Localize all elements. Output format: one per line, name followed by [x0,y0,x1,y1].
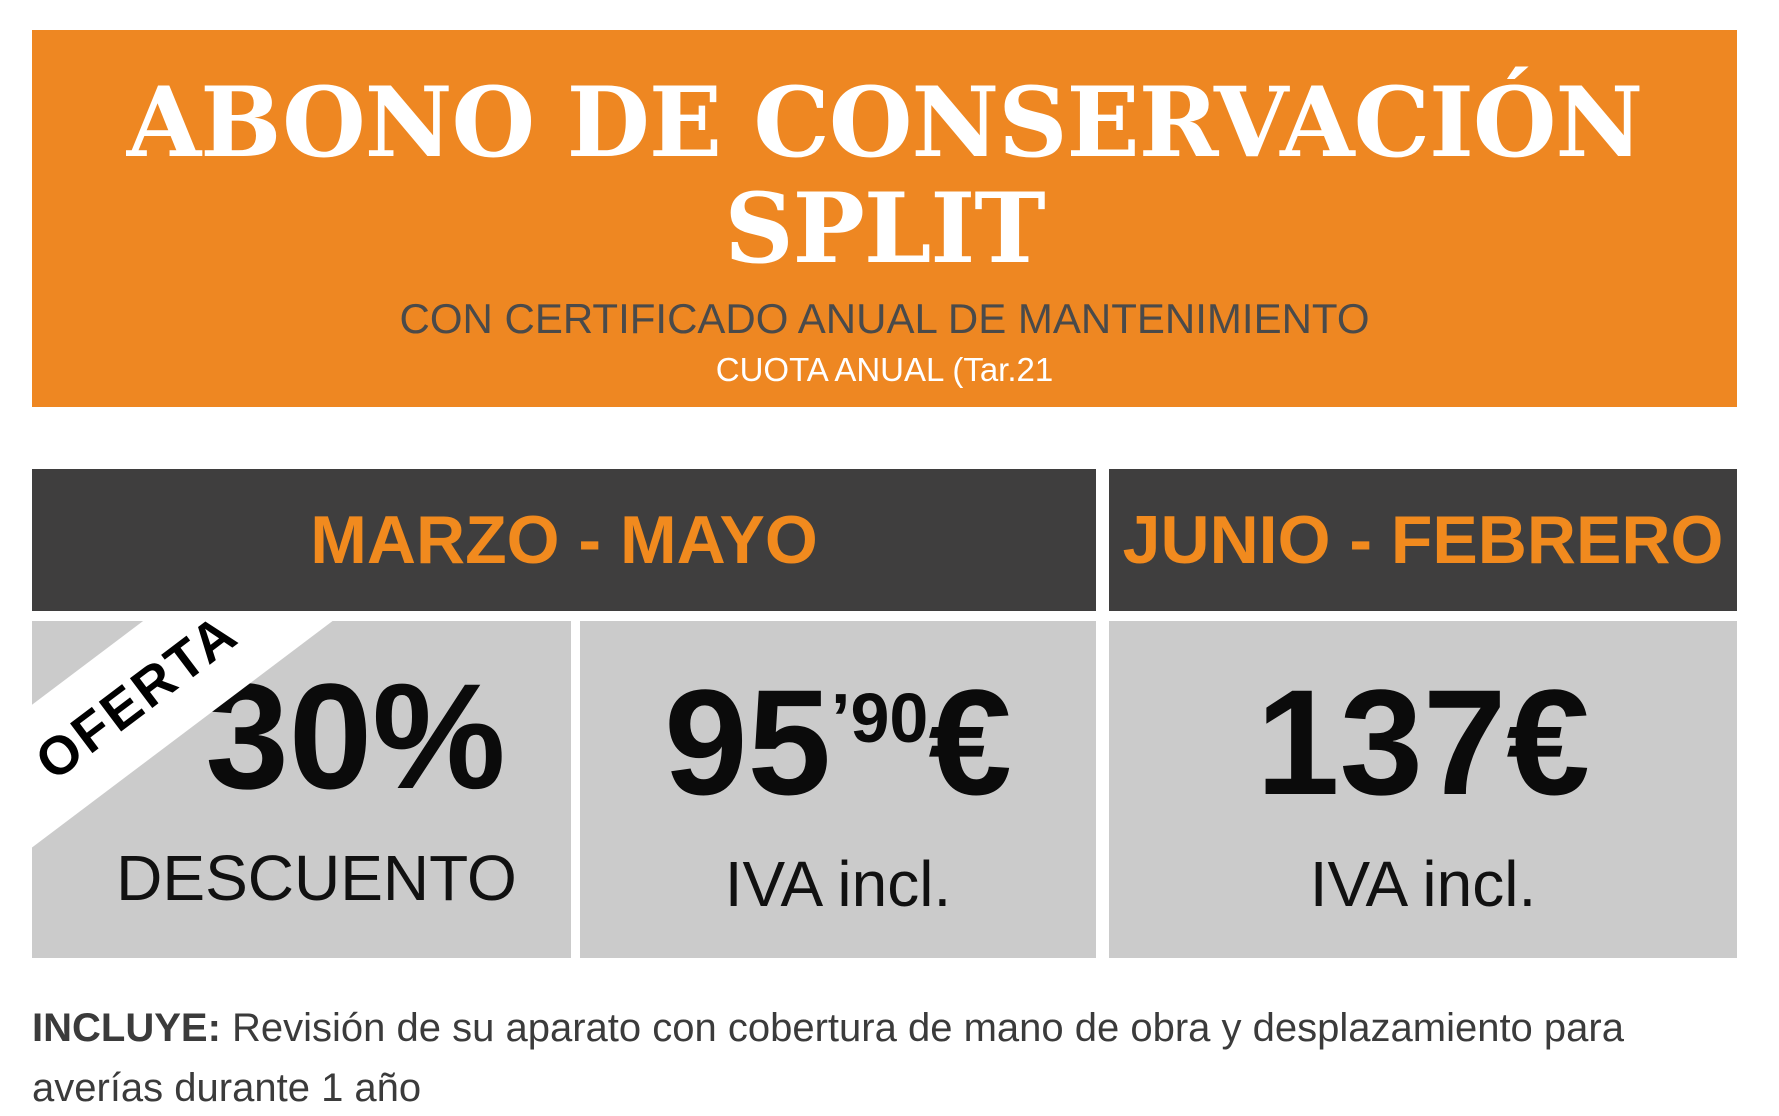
banner: ABONO DE CONSERVACIÓN SPLIT CON CERTIFIC… [32,30,1737,407]
banner-note: CUOTA ANUAL (Tar.21 [715,351,1054,388]
includes-label: INCLUYE: [32,1006,221,1050]
price-early: 95’90€ [580,667,1096,817]
discount-label: DESCUENTO [116,842,517,914]
banner-title-line1: ABONO DE CONSERVACIÓN [126,66,1644,179]
includes-text: INCLUYE: Revisión de su aparato con cobe… [32,998,1744,1116]
banner-subtitle: CON CERTIFICADO ANUAL DE MANTENIMIENTO [399,295,1370,342]
price-early-cents: ’90 [831,679,929,757]
price-early-label: IVA incl. [724,848,952,920]
price-box-early: 95’90€ IVA incl. [580,621,1096,958]
price-early-main: 95 [664,658,832,826]
season-header-right: JUNIO - FEBRERO [1109,469,1737,611]
season-header-left-label: MARZO - MAYO [310,502,818,578]
discount-box: OFERTA 30% DESCUENTO [32,621,571,958]
season-header-left: MARZO - MAYO [32,469,1096,611]
includes-line2: averías durante 1 año [32,1066,422,1110]
season-header-right-label: JUNIO - FEBRERO [1122,502,1724,578]
includes-line1: Revisión de su aparato con cobertura de … [220,1006,1624,1050]
discount-value: 30% [205,652,506,820]
price-regular-label: IVA incl. [1309,848,1537,920]
price-box-regular: 137€ IVA incl. [1109,621,1737,958]
price-regular-currency: € [1506,658,1590,826]
banner-title-line2: SPLIT [724,172,1045,285]
price-regular: 137€ [1109,667,1737,817]
price-regular-main: 137 [1256,658,1507,826]
price-early-currency: € [928,658,1012,826]
